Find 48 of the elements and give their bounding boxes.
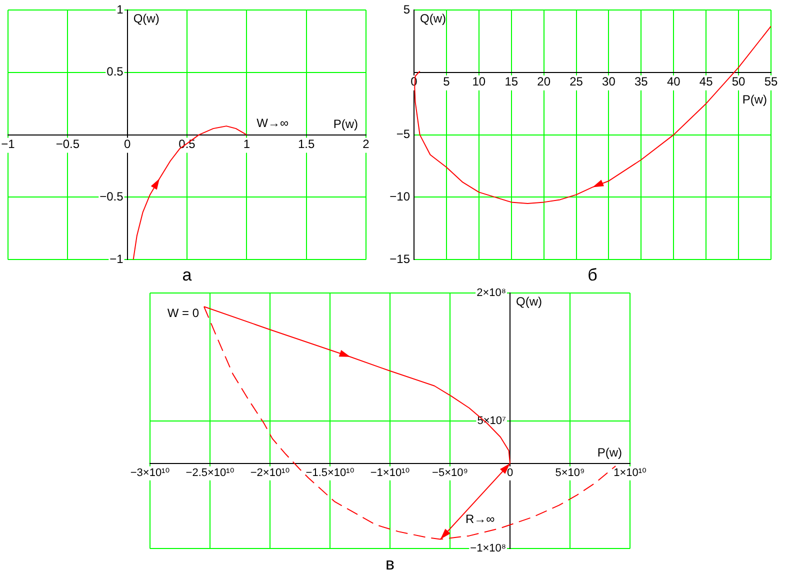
x-tick-label: 0	[124, 137, 131, 152]
x-tick-label: 40	[666, 74, 681, 89]
x-tick-label: 0	[506, 466, 514, 479]
text: в	[385, 554, 395, 574]
x-tick-label: 1.5	[298, 137, 315, 152]
y-tick-label: −1×10⁸	[470, 542, 506, 555]
x-tick-label: −5×10⁹	[432, 466, 468, 479]
x-tick-label: −3×10¹⁰	[130, 466, 170, 479]
y-tick-label: −5	[396, 127, 410, 142]
x-tick-label: −1	[1, 137, 16, 152]
x-tick-label: 10	[472, 74, 486, 89]
y-tick-label: 2×10⁸	[476, 287, 506, 300]
x-tick-label: 30	[602, 74, 616, 89]
x-tick-label: 15	[504, 74, 518, 89]
text: а	[182, 265, 192, 284]
x-tick-label: −2×10¹⁰	[250, 466, 290, 479]
y-tick-label: −0.5	[100, 190, 124, 204]
x-tick-label: 20	[537, 74, 551, 89]
x-tick-label: −1.5×10¹⁰	[306, 466, 355, 479]
x-tick-label: 45	[699, 74, 714, 89]
y-tick-label: 5	[403, 2, 410, 16]
annotation: W→∞	[256, 116, 289, 130]
x-axis-title: P(w)	[742, 92, 767, 107]
x-tick-label: 55	[764, 74, 778, 89]
x-tick-label: 1×10¹⁰	[614, 466, 648, 479]
x-tick-label: 2	[362, 137, 370, 152]
y-axis-title: Q(w)	[133, 11, 160, 26]
y-tick-label: −15	[390, 252, 410, 266]
x-tick-label: 5	[443, 74, 450, 89]
x-tick-label: 1	[243, 137, 250, 152]
annotation: W = 0	[167, 306, 200, 320]
y-tick-label: 1	[116, 2, 124, 16]
x-axis-title: P(w)	[597, 446, 622, 460]
x-tick-label: 5×10⁹	[555, 466, 585, 479]
y-tick-label: −1	[110, 252, 124, 266]
x-tick-label: 25	[570, 74, 584, 89]
text: б	[588, 265, 598, 284]
annotation: R→∞	[465, 512, 496, 526]
y-tick-label: 0.5	[106, 64, 124, 79]
x-tick-label: −2.5×10¹⁰	[186, 466, 235, 479]
x-axis-title: P(w)	[333, 117, 358, 132]
x-tick-label: −1×10¹⁰	[370, 466, 410, 479]
x-tick-label: −0.5	[56, 137, 80, 152]
x-tick-label: 35	[634, 74, 648, 89]
x-tick-label: 50	[732, 74, 746, 89]
y-axis-title: Q(w)	[516, 294, 542, 308]
y-axis-title: Q(w)	[420, 11, 446, 26]
y-tick-label: −10	[390, 190, 410, 204]
